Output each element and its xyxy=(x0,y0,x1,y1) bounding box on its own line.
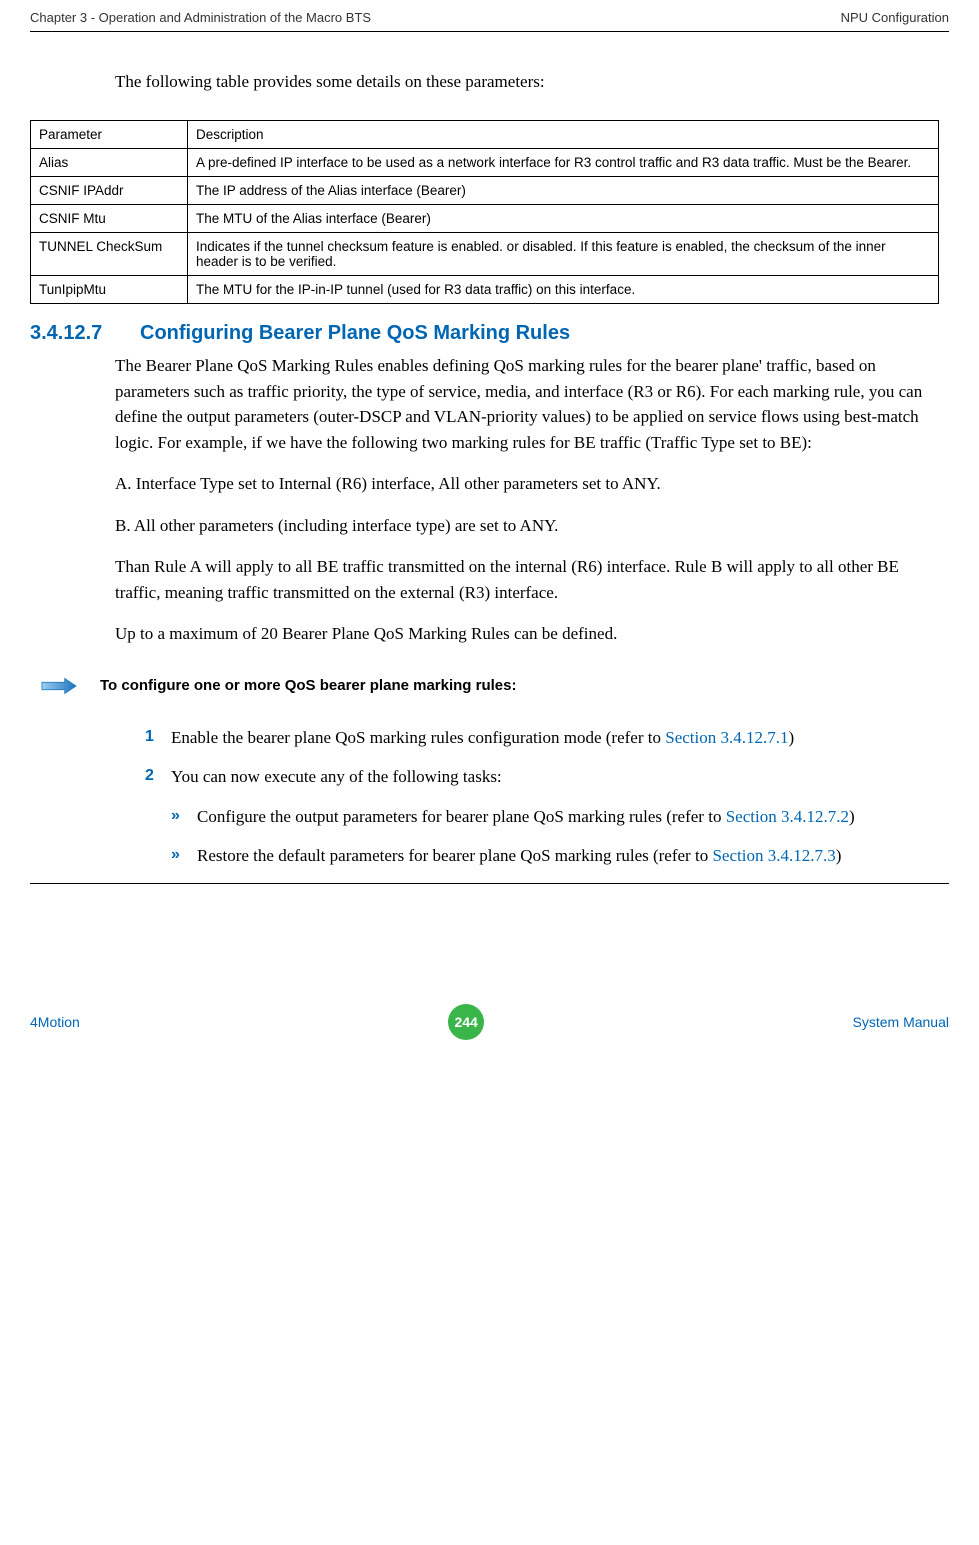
section-link[interactable]: Section 3.4.12.7.2 xyxy=(726,807,849,826)
table-cell: TUNNEL CheckSum xyxy=(31,233,188,276)
list-item: 2 You can now execute any of the followi… xyxy=(145,764,939,790)
item-text: Configure the output parameters for bear… xyxy=(197,804,855,830)
table-cell: CSNIF IPAddr xyxy=(31,177,188,205)
table-row: CSNIF Mtu The MTU of the Alias interface… xyxy=(31,205,939,233)
body-paragraph: The Bearer Plane QoS Marking Rules enabl… xyxy=(115,353,939,455)
table-header-description: Description xyxy=(188,121,939,149)
procedure-heading: To configure one or more QoS bearer plan… xyxy=(40,677,939,695)
list-item: » Configure the output parameters for be… xyxy=(171,804,939,830)
footer-left: 4Motion xyxy=(30,1014,80,1030)
table-cell: CSNIF Mtu xyxy=(31,205,188,233)
arrow-right-icon xyxy=(40,677,78,695)
body-paragraph: Up to a maximum of 20 Bearer Plane QoS M… xyxy=(115,621,939,647)
list-item: » Restore the default parameters for bea… xyxy=(171,843,939,869)
table-row: Alias A pre-defined IP interface to be u… xyxy=(31,149,939,177)
table-cell: Alias xyxy=(31,149,188,177)
table-cell: The MTU for the IP-in-IP tunnel (used fo… xyxy=(188,276,939,304)
header-rule xyxy=(30,31,949,32)
text-fragment: Configure the output parameters for bear… xyxy=(197,807,726,826)
list-item: 1 Enable the bearer plane QoS marking ru… xyxy=(145,725,939,751)
parameter-table: Parameter Description Alias A pre-define… xyxy=(30,120,939,304)
table-row: TunIpipMtu The MTU for the IP-in-IP tunn… xyxy=(31,276,939,304)
item-text: You can now execute any of the following… xyxy=(171,764,502,790)
text-fragment: ) xyxy=(788,728,794,747)
page-header: Chapter 3 - Operation and Administration… xyxy=(30,10,949,25)
table-header-row: Parameter Description xyxy=(31,121,939,149)
header-left: Chapter 3 - Operation and Administration… xyxy=(30,10,371,25)
text-fragment: ) xyxy=(849,807,855,826)
header-right: NPU Configuration xyxy=(841,10,949,25)
item-text: Restore the default parameters for beare… xyxy=(197,843,841,869)
chevron-right-icon: » xyxy=(171,804,197,830)
body-paragraph: Than Rule A will apply to all BE traffic… xyxy=(115,554,939,605)
page-footer: 4Motion 244 System Manual xyxy=(30,1004,949,1040)
text-fragment: Restore the default parameters for beare… xyxy=(197,846,712,865)
table-row: TUNNEL CheckSum Indicates if the tunnel … xyxy=(31,233,939,276)
footer-right: System Manual xyxy=(853,1014,949,1030)
table-cell: The IP address of the Alias interface (B… xyxy=(188,177,939,205)
page-number-badge: 244 xyxy=(448,1004,484,1040)
table-cell: Indicates if the tunnel checksum feature… xyxy=(188,233,939,276)
table-cell: TunIpipMtu xyxy=(31,276,188,304)
text-fragment: ) xyxy=(836,846,842,865)
section-title: Configuring Bearer Plane QoS Marking Rul… xyxy=(140,322,570,345)
table-cell: A pre-defined IP interface to be used as… xyxy=(188,149,939,177)
intro-text: The following table provides some detail… xyxy=(115,72,939,92)
item-number: 2 xyxy=(145,764,171,790)
item-text: Enable the bearer plane QoS marking rule… xyxy=(171,725,794,751)
footer-rule xyxy=(30,883,949,884)
body-paragraph: B. All other parameters (including inter… xyxy=(115,513,939,539)
text-fragment: Enable the bearer plane QoS marking rule… xyxy=(171,728,665,747)
sub-list: » Configure the output parameters for be… xyxy=(171,804,939,869)
section-link[interactable]: Section 3.4.12.7.3 xyxy=(712,846,835,865)
section-number: 3.4.12.7 xyxy=(30,322,140,345)
numbered-list: 1 Enable the bearer plane QoS marking ru… xyxy=(145,725,939,790)
table-header-parameter: Parameter xyxy=(31,121,188,149)
table-cell: The MTU of the Alias interface (Bearer) xyxy=(188,205,939,233)
section-link[interactable]: Section 3.4.12.7.1 xyxy=(665,728,788,747)
section-heading: 3.4.12.7 Configuring Bearer Plane QoS Ma… xyxy=(30,322,939,345)
procedure-title: To configure one or more QoS bearer plan… xyxy=(100,677,516,694)
item-number: 1 xyxy=(145,725,171,751)
body-paragraph: A. Interface Type set to Internal (R6) i… xyxy=(115,471,939,497)
table-row: CSNIF IPAddr The IP address of the Alias… xyxy=(31,177,939,205)
chevron-right-icon: » xyxy=(171,843,197,869)
